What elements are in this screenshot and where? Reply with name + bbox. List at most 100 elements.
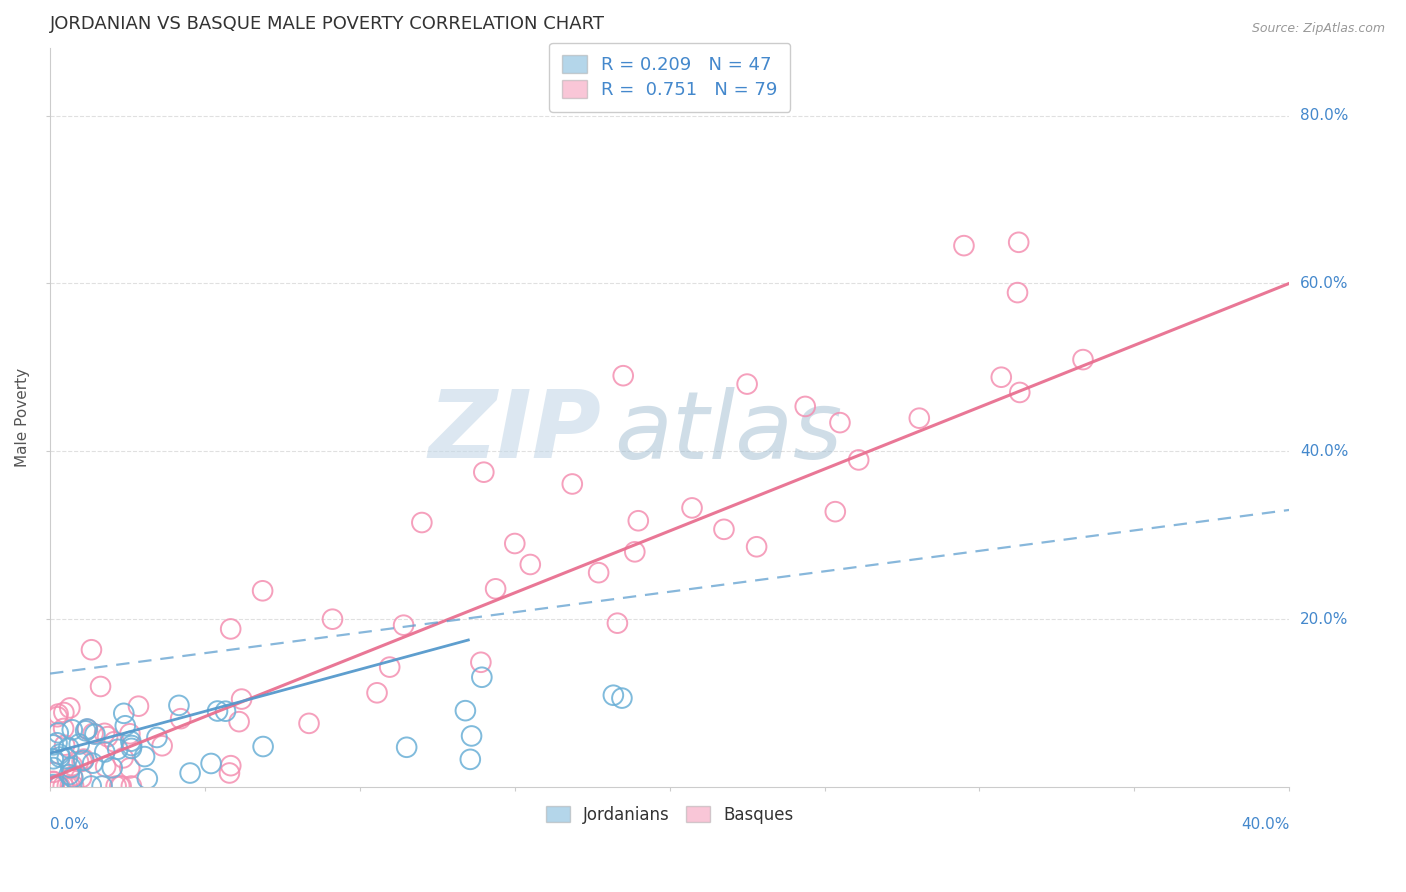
Point (908, 411, 931, 425)
Point (627, 514, 650, 528)
Point (1071, 352, 1094, 367)
Point (252, 583, 274, 598)
Point (94, 745, 117, 759)
Point (150, 739, 173, 753)
Point (90, 680, 112, 694)
Point (118, 727, 141, 741)
Text: 40.0%: 40.0% (1301, 443, 1348, 458)
Point (46, 779, 69, 793)
Point (67, 737, 90, 751)
Point (588, 566, 610, 580)
Point (58, 767, 80, 781)
Point (120, 779, 142, 793)
Point (470, 655, 492, 669)
Point (91, 779, 114, 793)
Point (46, 736, 69, 750)
Point (228, 714, 250, 729)
Point (794, 400, 817, 414)
Point (745, 540, 768, 554)
Point (105, 779, 128, 793)
Point (824, 505, 846, 519)
Point (218, 766, 240, 780)
Point (59, 761, 82, 775)
Point (1008, 235, 1031, 250)
Point (80, 779, 103, 793)
Point (207, 704, 229, 718)
Point (82, 756, 104, 771)
Point (167, 698, 190, 713)
Point (179, 766, 201, 780)
Point (392, 618, 415, 632)
Point (681, 500, 703, 515)
Point (1008, 385, 1031, 400)
Point (42, 752, 65, 766)
Point (84, 727, 107, 741)
Point (67, 755, 90, 769)
Point (42, 774, 65, 789)
Point (713, 522, 735, 536)
Point (472, 465, 495, 479)
Point (70, 754, 93, 768)
Point (127, 699, 149, 714)
Point (606, 616, 628, 631)
Point (103, 735, 125, 749)
Point (484, 582, 506, 596)
Text: Source: ZipAtlas.com: Source: ZipAtlas.com (1251, 22, 1385, 36)
Point (561, 477, 583, 491)
Point (298, 716, 321, 731)
Point (97, 730, 120, 744)
Legend: Jordanians, Basques: Jordanians, Basques (540, 799, 800, 830)
Point (146, 731, 169, 745)
Point (48, 779, 70, 793)
Point (101, 761, 124, 775)
Point (42, 765, 65, 780)
Point (94, 760, 117, 774)
Point (46, 726, 69, 740)
Point (76, 722, 98, 736)
Point (70, 771, 93, 785)
Point (454, 704, 477, 718)
Point (93, 726, 115, 740)
Point (59, 779, 82, 793)
Point (219, 758, 242, 772)
Point (42, 738, 65, 752)
Text: 60.0%: 60.0% (1301, 276, 1348, 291)
Point (110, 779, 132, 793)
Point (134, 749, 156, 764)
Text: 40.0%: 40.0% (1241, 817, 1289, 832)
Point (1007, 285, 1029, 300)
Point (828, 416, 851, 430)
Point (56, 751, 79, 765)
Text: atlas: atlas (614, 387, 842, 478)
Point (612, 368, 634, 383)
Point (471, 670, 494, 684)
Point (75, 723, 97, 738)
Point (59, 701, 82, 715)
Point (503, 536, 526, 550)
Point (460, 729, 482, 743)
Text: ZIP: ZIP (429, 386, 602, 478)
Point (42, 778, 65, 792)
Point (136, 772, 159, 786)
Point (112, 751, 135, 765)
Point (112, 706, 135, 721)
Point (953, 238, 976, 252)
Point (44, 779, 66, 793)
Text: 0.0%: 0.0% (51, 817, 89, 832)
Point (120, 734, 142, 748)
Point (214, 704, 236, 718)
Point (60, 723, 83, 737)
Point (46, 707, 69, 722)
Point (60, 769, 83, 783)
Point (48, 779, 70, 793)
Point (395, 740, 418, 755)
Point (114, 719, 136, 733)
Point (519, 558, 541, 572)
Point (108, 779, 131, 793)
Point (366, 686, 388, 700)
Point (42, 760, 65, 774)
Point (107, 742, 129, 756)
Text: 80.0%: 80.0% (1301, 108, 1348, 123)
Point (321, 612, 343, 626)
Point (80, 642, 103, 657)
